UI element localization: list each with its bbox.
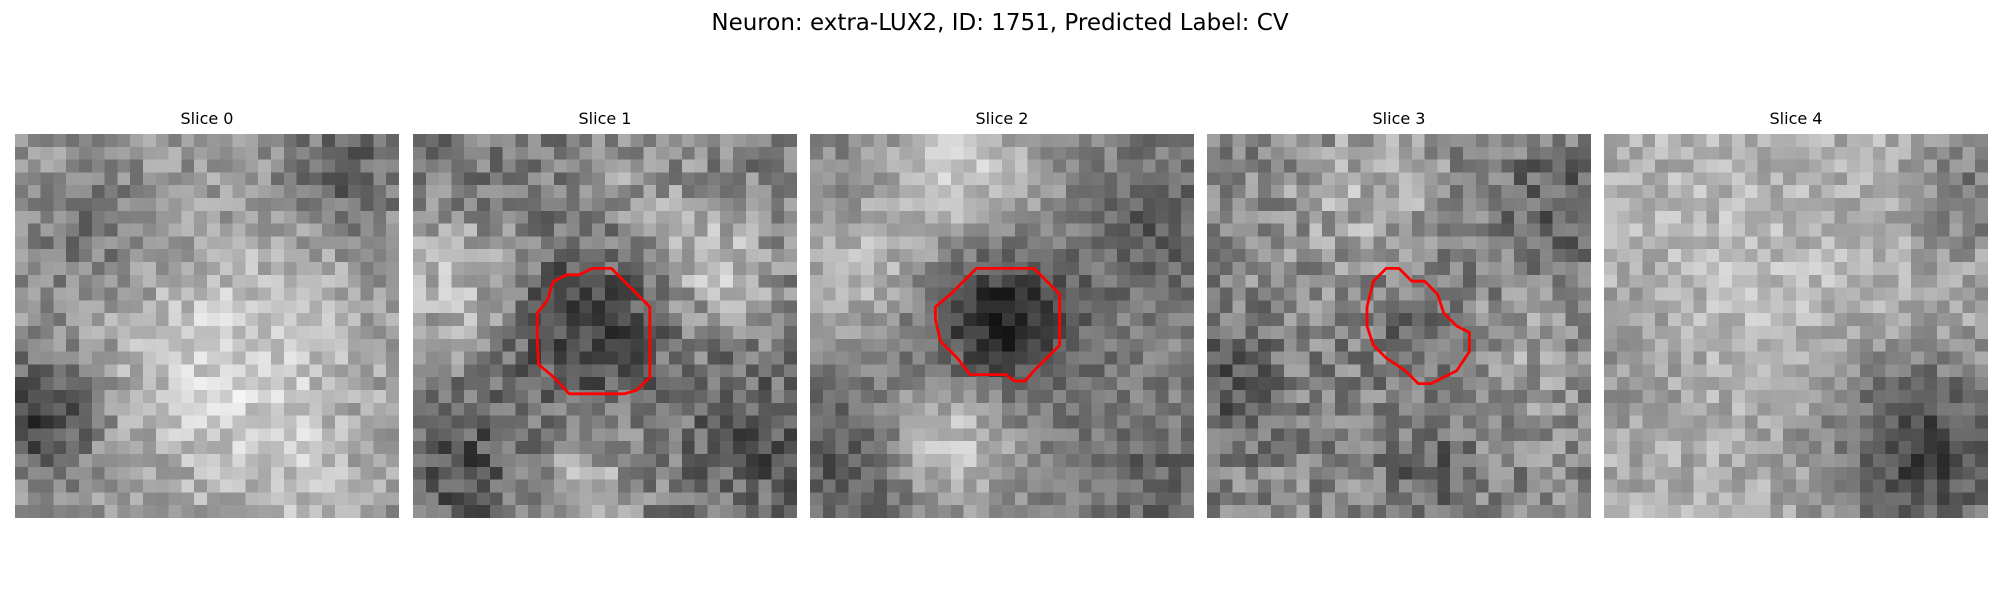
slice-0-title: Slice 0 [180, 109, 234, 128]
slice-2-contour [934, 266, 1062, 383]
slice-2-image [810, 134, 1194, 518]
slice-0-image [15, 134, 399, 518]
slice-4-image [1604, 134, 1988, 518]
figure-title: Neuron: extra-LUX2, ID: 1751, Predicted … [711, 10, 1289, 36]
slice-1-title: Slice 1 [578, 109, 632, 128]
slice-4-title: Slice 4 [1769, 109, 1823, 128]
slice-3-image [1207, 134, 1591, 518]
slice-3-title: Slice 3 [1372, 109, 1426, 128]
slice-1-contour [535, 266, 652, 396]
slice-3-contour [1365, 266, 1471, 386]
slice-2-title: Slice 2 [975, 109, 1029, 128]
slice-1-image [413, 134, 797, 518]
